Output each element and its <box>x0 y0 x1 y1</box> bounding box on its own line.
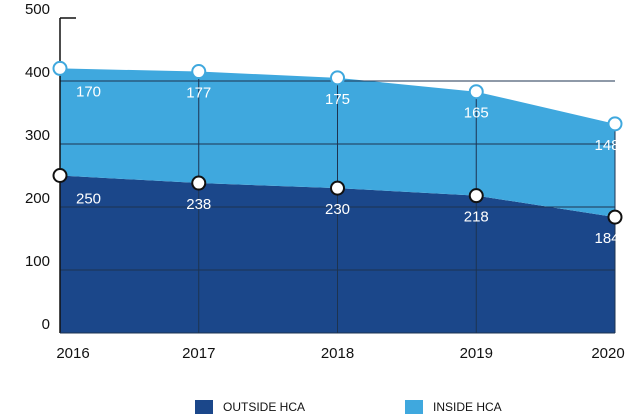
marker <box>607 116 623 132</box>
x-tick-label: 2020 <box>591 345 624 362</box>
marker <box>191 175 207 191</box>
data-label: 230 <box>325 201 350 218</box>
marker <box>468 188 484 204</box>
marker <box>330 70 345 86</box>
data-label: 250 <box>76 190 101 207</box>
data-label: 177 <box>186 85 211 102</box>
marker <box>607 209 623 225</box>
legend-label: INSIDE HCA <box>433 400 502 414</box>
marker <box>52 168 68 183</box>
legend-swatch <box>195 400 213 414</box>
data-label: 238 <box>186 196 211 213</box>
x-tick-label: 2018 <box>321 345 354 362</box>
data-label: 148 <box>594 137 619 154</box>
y-tick-label: 100 <box>25 253 50 270</box>
y-tick-label: 400 <box>25 64 50 81</box>
x-tick-label: 2019 <box>460 345 493 362</box>
y-tick-label: 200 <box>25 190 50 207</box>
data-label: 184 <box>594 230 619 247</box>
data-label: 170 <box>76 83 101 100</box>
x-tick-label: 2016 <box>56 345 89 362</box>
legend-swatch <box>405 400 423 414</box>
data-label: 218 <box>464 209 489 226</box>
x-tick-label: 2017 <box>182 345 215 362</box>
y-tick-label: 500 <box>25 1 50 18</box>
y-tick-label: 300 <box>25 127 50 144</box>
marker <box>468 84 484 100</box>
data-label: 175 <box>325 91 350 108</box>
data-label: 165 <box>464 105 489 122</box>
marker <box>52 60 68 76</box>
marker <box>191 64 207 80</box>
legend-label: OUTSIDE HCA <box>223 400 305 414</box>
marker <box>330 180 345 196</box>
y-tick-label: 0 <box>42 316 50 333</box>
